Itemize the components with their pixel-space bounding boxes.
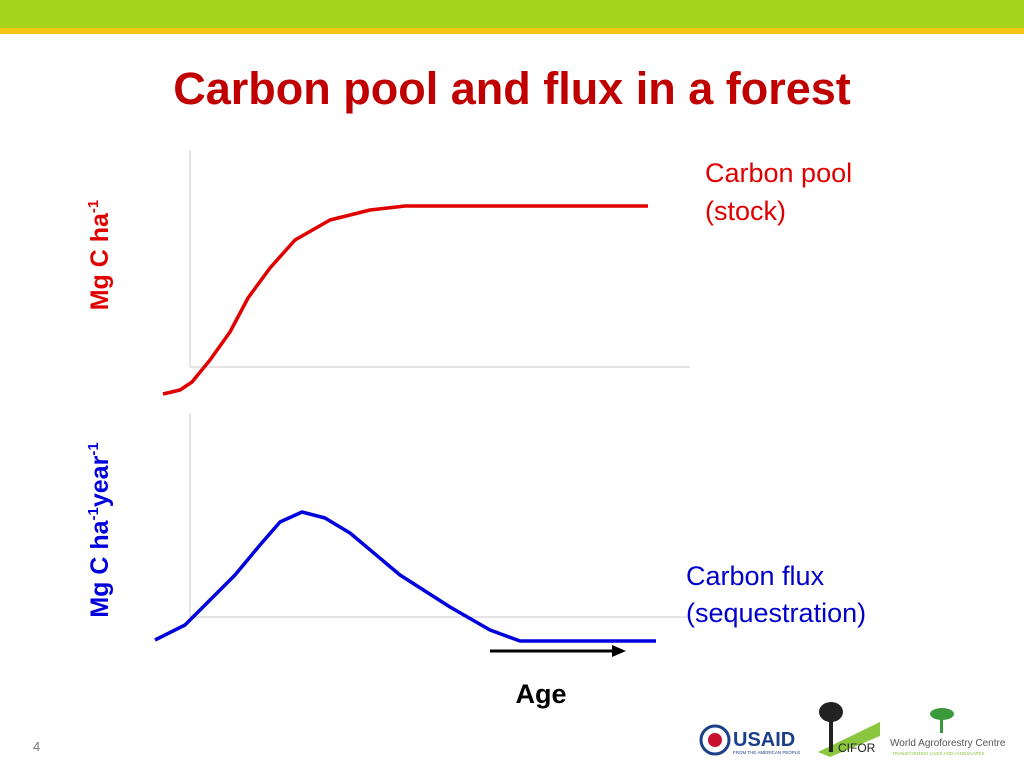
usaid-seal-center bbox=[708, 733, 722, 747]
x-label: Age bbox=[515, 679, 566, 709]
carbon-flux-curve bbox=[154, 510, 656, 643]
arrow-head bbox=[612, 645, 626, 657]
label-part: year bbox=[86, 455, 114, 507]
icraf-tree bbox=[940, 715, 943, 733]
cifor-logo: CIFOR bbox=[838, 741, 876, 755]
cifor-tree-trunk bbox=[829, 720, 833, 752]
label-superscript: -1 bbox=[85, 200, 102, 213]
usaid-logo: USAID bbox=[733, 729, 795, 751]
page-number: 4 bbox=[33, 739, 40, 754]
label-superscript: -1 bbox=[85, 442, 102, 455]
pool-label: (stock) bbox=[705, 196, 786, 226]
title: Carbon pool and flux in a forest bbox=[173, 63, 851, 114]
carbon-pool-curve bbox=[162, 204, 648, 396]
top-bar bbox=[0, 0, 1024, 28]
label-superscript: -1 bbox=[85, 507, 102, 520]
pool-axis-label: Mg C ha-1 bbox=[85, 200, 114, 311]
flux-label: (sequestration) bbox=[686, 598, 866, 628]
label-part: Mg C ha bbox=[86, 519, 114, 617]
top-stripe bbox=[0, 28, 1024, 34]
label-part: Mg C ha bbox=[86, 212, 114, 310]
flux-axis-label: Mg C ha-1year-1 bbox=[85, 442, 114, 617]
flux-label: Carbon flux bbox=[686, 561, 825, 591]
icraf-crown bbox=[930, 708, 954, 720]
cifor-tree-crown bbox=[819, 702, 843, 722]
icraf-logo: World Agroforestry Centre bbox=[890, 738, 1006, 749]
usaid-tagline: FROM THE AMERICAN PEOPLE bbox=[733, 750, 800, 755]
icraf-tagline: TRANSFORMING LIVES AND LANDSCAPES bbox=[892, 751, 985, 756]
cifor-swoosh bbox=[818, 722, 880, 757]
pool-label: Carbon pool bbox=[705, 158, 852, 188]
